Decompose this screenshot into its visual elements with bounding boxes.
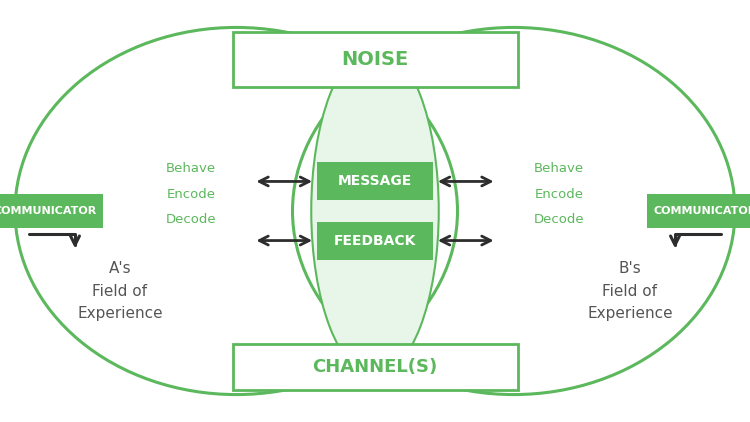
Text: A's
Field of
Experience: A's Field of Experience bbox=[77, 262, 163, 321]
Text: Encode: Encode bbox=[166, 188, 216, 200]
Text: Behave: Behave bbox=[166, 162, 216, 175]
Text: CHANNEL(S): CHANNEL(S) bbox=[312, 358, 438, 376]
Text: COMMUNICATOR: COMMUNICATOR bbox=[653, 206, 750, 216]
Ellipse shape bbox=[311, 46, 439, 376]
Text: COMMUNICATOR: COMMUNICATOR bbox=[0, 206, 97, 216]
Text: Encode: Encode bbox=[534, 188, 584, 200]
Text: FEEDBACK: FEEDBACK bbox=[334, 233, 416, 248]
FancyBboxPatch shape bbox=[316, 222, 434, 260]
FancyBboxPatch shape bbox=[646, 194, 750, 228]
FancyBboxPatch shape bbox=[0, 194, 104, 228]
Text: Decode: Decode bbox=[533, 213, 584, 226]
Text: MESSAGE: MESSAGE bbox=[338, 174, 412, 189]
FancyBboxPatch shape bbox=[316, 162, 434, 200]
FancyBboxPatch shape bbox=[232, 32, 518, 87]
Text: Behave: Behave bbox=[534, 162, 584, 175]
FancyBboxPatch shape bbox=[232, 344, 518, 390]
Text: NOISE: NOISE bbox=[341, 49, 409, 69]
Text: B's
Field of
Experience: B's Field of Experience bbox=[587, 262, 673, 321]
Text: Decode: Decode bbox=[166, 213, 217, 226]
